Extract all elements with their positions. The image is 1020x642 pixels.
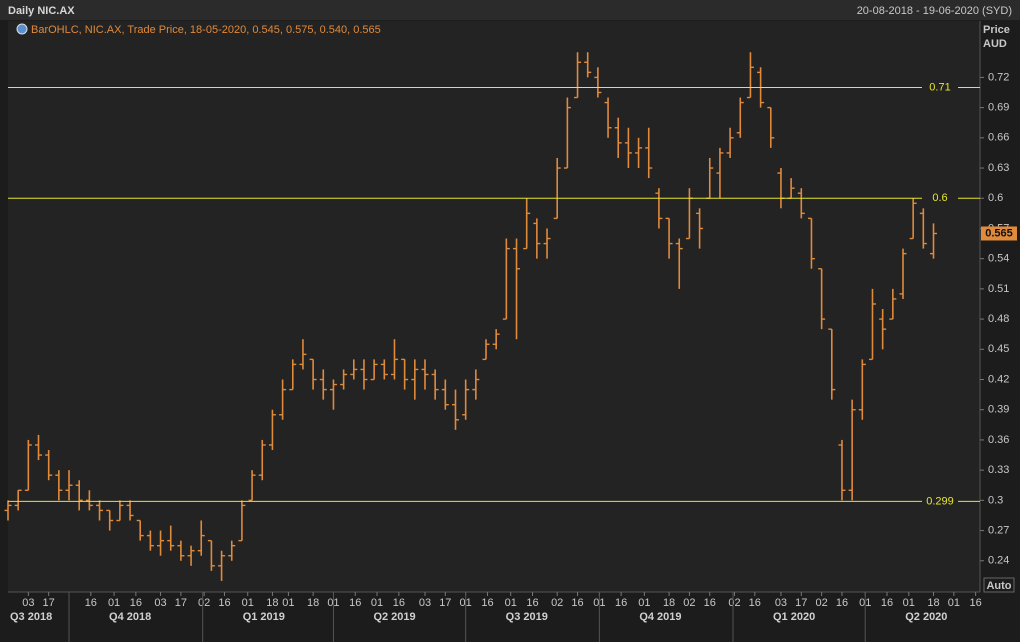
y-tick-label: 0.63 [988,162,1009,174]
quarter-label: Q3 2019 [506,611,548,623]
plot-area [8,21,980,592]
y-tick-label: 0.33 [988,464,1009,476]
quarter-label: Q4 2018 [109,611,151,623]
x-tick-label: 17 [439,597,451,609]
x-tick-label: 16 [749,597,761,609]
header-range: 20-08-2018 - 19-06-2020 (SYD) [857,5,1012,17]
y-tick-label: 0.6 [988,192,1003,204]
y-tick-label: 0.27 [988,524,1009,536]
x-tick-label: 01 [903,597,915,609]
x-tick-label: 01 [371,597,383,609]
x-tick-label: 01 [505,597,517,609]
x-tick-label: 16 [881,597,893,609]
x-tick-label: 18 [266,597,278,609]
auto-button-label[interactable]: Auto [986,580,1011,592]
x-tick-label: 18 [663,597,675,609]
y-tick-label: 0.36 [988,434,1009,446]
x-tick-label: 02 [728,597,740,609]
quarter-label: Q3 2018 [10,611,52,623]
x-tick-label: 03 [154,597,166,609]
x-tick-label: 16 [393,597,405,609]
quarter-label: Q2 2019 [373,611,415,623]
x-tick-label: 01 [282,597,294,609]
level-label: 0.6 [932,192,947,204]
y-axis-unit: AUD [983,38,1007,50]
x-tick-label: 02 [816,597,828,609]
quarter-label: Q2 2020 [905,611,947,623]
y-tick-label: 0.48 [988,313,1009,325]
y-tick-label: 0.39 [988,404,1009,416]
quarter-label: Q4 2019 [639,611,681,623]
legend-icon [16,23,28,35]
level-label: 0.71 [929,81,950,93]
header-title: Daily NIC.AX [8,5,75,17]
level-label: 0.299 [926,495,954,507]
x-tick-label: 01 [948,597,960,609]
y-tick-label: 0.72 [988,71,1009,83]
x-tick-label: 02 [198,597,210,609]
x-tick-label: 01 [108,597,120,609]
y-axis-title: Price [983,24,1010,36]
y-tick-label: 0.66 [988,132,1009,144]
legend-label: BarOHLC, NIC.AX, Trade Price, 18-05-2020… [31,24,381,36]
x-tick-label: 18 [307,597,319,609]
x-tick-label: 03 [419,597,431,609]
x-tick-label: 16 [218,597,230,609]
x-tick-label: 17 [795,597,807,609]
x-tick-label: 17 [43,597,55,609]
x-tick-label: 16 [130,597,142,609]
x-tick-label: 01 [242,597,254,609]
last-price-label: 0.565 [985,227,1013,239]
x-tick-label: 16 [526,597,538,609]
y-tick-label: 0.42 [988,373,1009,385]
y-tick-label: 0.69 [988,102,1009,114]
y-tick-label: 0.24 [988,555,1009,567]
last-price-box [981,226,1017,241]
x-tick-label: 16 [704,597,716,609]
x-tick-label: 03 [775,597,787,609]
y-tick-label: 0.3 [988,494,1003,506]
x-tick-label: 03 [22,597,34,609]
x-tick-label: 16 [615,597,627,609]
level-label-bg [922,494,958,509]
y-tick-label: 0.54 [988,253,1009,265]
y-tick-label: 0.45 [988,343,1009,355]
quarter-label: Q1 2019 [243,611,285,623]
y-tick-label: 0.51 [988,283,1009,295]
x-tick-label: 01 [638,597,650,609]
quarter-label: Q1 2020 [773,611,815,623]
x-tick-label: 18 [927,597,939,609]
x-tick-label: 17 [175,597,187,609]
x-tick-label: 02 [551,597,563,609]
x-tick-label: 16 [970,597,982,609]
x-tick-label: 16 [349,597,361,609]
x-tick-label: 02 [683,597,695,609]
x-tick-label: 16 [571,597,583,609]
x-tick-label: 16 [836,597,848,609]
x-tick-label: 16 [481,597,493,609]
level-label-bg [922,80,958,95]
x-tick-label: 16 [85,597,97,609]
header-bar [0,0,1020,20]
auto-button[interactable] [983,577,1015,593]
level-label-bg [922,191,958,206]
